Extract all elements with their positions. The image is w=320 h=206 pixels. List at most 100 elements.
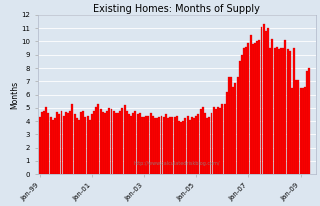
Bar — [197, 115, 199, 174]
Bar — [121, 108, 123, 174]
Bar — [154, 118, 156, 174]
Bar — [243, 48, 245, 174]
Bar — [293, 48, 295, 174]
Bar — [163, 117, 165, 174]
Bar — [250, 35, 252, 174]
Bar — [108, 108, 110, 174]
Bar — [134, 110, 136, 174]
Bar — [180, 122, 182, 174]
Bar — [110, 109, 112, 174]
Bar — [300, 88, 301, 174]
Bar — [184, 118, 186, 174]
Bar — [230, 77, 232, 174]
Bar — [141, 117, 143, 174]
Bar — [224, 104, 226, 174]
Bar — [213, 107, 215, 174]
Bar — [247, 43, 249, 174]
Bar — [63, 116, 65, 174]
Bar — [235, 83, 236, 174]
Bar — [156, 118, 158, 174]
Bar — [84, 117, 86, 174]
Bar — [58, 115, 60, 174]
Bar — [148, 116, 149, 174]
Bar — [45, 107, 47, 174]
Bar — [167, 118, 169, 174]
Bar — [200, 109, 202, 174]
Bar — [173, 117, 175, 174]
Bar — [41, 112, 43, 174]
Bar — [69, 110, 71, 174]
Bar — [258, 40, 260, 174]
Bar — [187, 116, 188, 174]
Bar — [278, 49, 280, 174]
Bar — [241, 55, 243, 174]
Bar — [178, 121, 180, 174]
Bar — [208, 117, 210, 174]
Bar — [165, 115, 167, 174]
Title: Existing Homes: Months of Supply: Existing Homes: Months of Supply — [93, 4, 260, 14]
Bar — [54, 118, 56, 174]
Bar — [124, 105, 125, 174]
Bar — [245, 47, 247, 174]
Bar — [195, 116, 197, 174]
Bar — [221, 104, 223, 174]
Bar — [106, 110, 108, 174]
Bar — [204, 113, 206, 174]
Bar — [228, 77, 230, 174]
Bar — [89, 120, 91, 174]
Bar — [152, 116, 154, 174]
Bar — [95, 107, 97, 174]
Bar — [172, 117, 173, 174]
Bar — [100, 109, 102, 174]
Bar — [304, 87, 306, 174]
Bar — [43, 110, 45, 174]
Bar — [202, 107, 204, 174]
Bar — [260, 27, 262, 174]
Bar — [117, 113, 119, 174]
Bar — [52, 120, 54, 174]
Bar — [282, 48, 284, 174]
Bar — [76, 118, 78, 174]
Bar — [91, 115, 93, 174]
Bar — [191, 117, 193, 174]
Bar — [284, 40, 286, 174]
Bar — [56, 112, 58, 174]
Bar — [267, 28, 269, 174]
Y-axis label: Months: Months — [11, 81, 20, 109]
Bar — [130, 116, 132, 174]
Bar — [193, 118, 195, 174]
Bar — [291, 88, 293, 174]
Bar — [39, 117, 41, 174]
Bar — [219, 108, 221, 174]
Bar — [169, 117, 171, 174]
Bar — [82, 110, 84, 174]
Bar — [182, 121, 184, 174]
Bar — [215, 109, 217, 174]
Bar — [71, 104, 73, 174]
Bar — [308, 68, 310, 174]
Bar — [143, 117, 145, 174]
Bar — [263, 24, 265, 174]
Bar — [206, 118, 208, 174]
Bar — [93, 110, 95, 174]
Bar — [265, 31, 267, 174]
Bar — [271, 39, 273, 174]
Bar — [217, 107, 219, 174]
Bar — [74, 115, 76, 174]
Bar — [211, 113, 212, 174]
Bar — [65, 112, 67, 174]
Bar — [115, 113, 117, 174]
Bar — [113, 110, 115, 174]
Bar — [150, 113, 152, 174]
Bar — [98, 104, 100, 174]
Bar — [128, 115, 130, 174]
Bar — [132, 113, 134, 174]
Bar — [295, 80, 297, 174]
Bar — [102, 112, 104, 174]
Bar — [126, 110, 128, 174]
Bar — [236, 77, 238, 174]
Bar — [47, 113, 50, 174]
Bar — [137, 115, 139, 174]
Bar — [298, 80, 300, 174]
Bar — [289, 51, 291, 174]
